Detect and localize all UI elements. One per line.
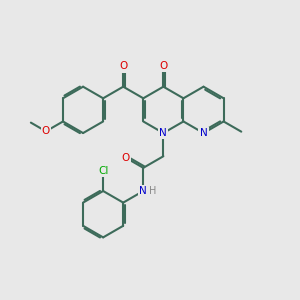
- Text: O: O: [119, 61, 127, 71]
- Text: N: N: [140, 186, 147, 196]
- Text: O: O: [122, 153, 130, 163]
- Text: O: O: [159, 61, 167, 71]
- Text: O: O: [42, 126, 50, 136]
- Text: N: N: [160, 128, 167, 138]
- Text: H: H: [149, 186, 157, 196]
- Text: Cl: Cl: [98, 166, 108, 176]
- Text: N: N: [200, 128, 207, 138]
